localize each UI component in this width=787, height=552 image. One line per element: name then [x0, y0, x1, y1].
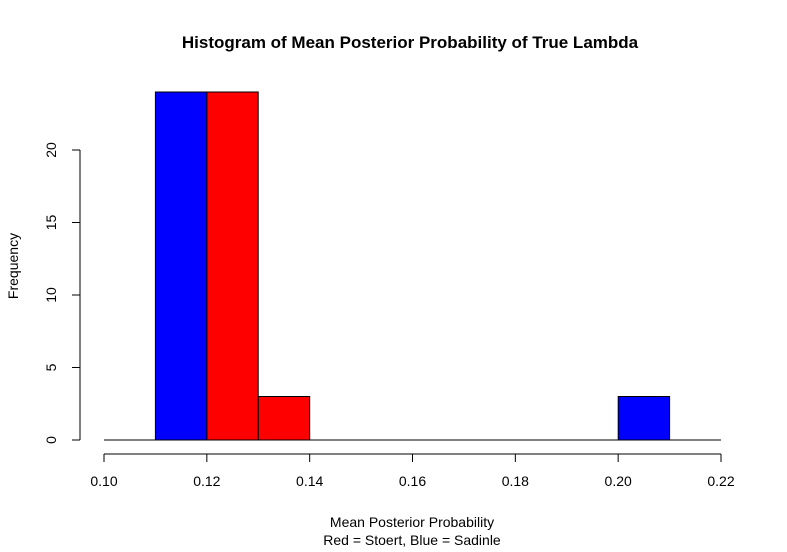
- bar-series-0-bin-1: [257, 396, 311, 441]
- bar-series-1-bin-0: [154, 91, 208, 441]
- x-tick-label-0: 0.10: [90, 473, 117, 489]
- bar-series-1-bin-1: [617, 396, 671, 441]
- y-axis: 0 5 10 15 20: [43, 142, 81, 444]
- bars-group: [154, 91, 671, 441]
- chart-title: Histogram of Mean Posterior Probability …: [182, 33, 639, 52]
- x-tick-label-4: 0.18: [502, 473, 529, 489]
- y-axis-label: Frequency: [5, 233, 21, 299]
- x-tick-label-3: 0.16: [399, 473, 426, 489]
- x-axis-label: Mean Posterior Probability: [330, 514, 494, 530]
- y-tick-label-0: 0: [43, 436, 59, 444]
- bar-series-0-bin-0: [206, 91, 259, 441]
- x-axis: 0.10 0.12 0.14 0.16 0.18 0.20 0.22: [90, 453, 735, 489]
- x-tick-label-6: 0.22: [707, 473, 734, 489]
- x-tick-label-5: 0.20: [605, 473, 632, 489]
- y-tick-label-1: 5: [43, 363, 59, 371]
- y-tick-label-4: 20: [43, 142, 59, 158]
- y-tick-label-3: 15: [43, 215, 59, 231]
- x-axis-sublabel: Red = Stoert, Blue = Sadinle: [323, 532, 501, 548]
- x-tick-label-2: 0.14: [296, 473, 323, 489]
- y-tick-label-2: 10: [43, 287, 59, 303]
- x-tick-label-1: 0.12: [193, 473, 220, 489]
